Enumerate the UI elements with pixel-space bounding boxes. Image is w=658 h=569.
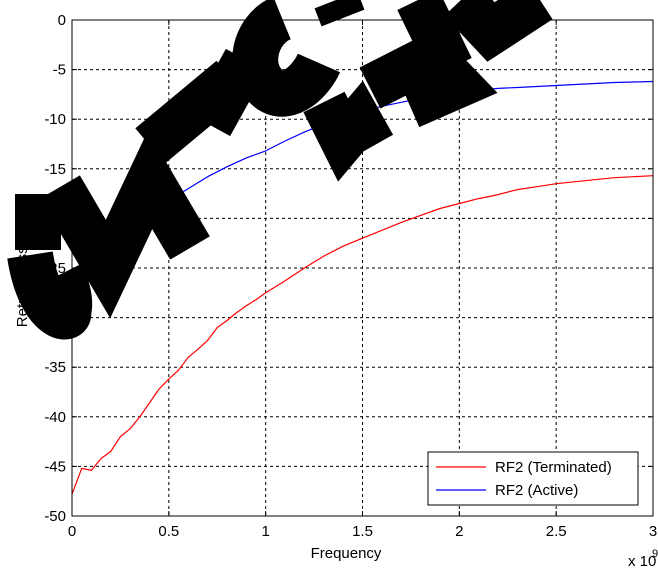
x-axis-label: Frequency [311,545,382,562]
x-tick-label: 2 [455,523,463,540]
watermark-stroke-10 [397,0,472,79]
tick-labels: 0 0.5 1 1.5 2 2.5 30-5-10-15-20-25-30-35-40-45… [44,12,657,540]
y-tick-label: -40 [44,409,66,426]
x-tick-label: 0.5 [158,523,179,540]
watermark-overlay [7,0,553,340]
watermark-stroke-6 [232,0,341,117]
x-tick-label: 1 [261,523,269,540]
legend: RF2 (Terminated) RF2 (Active) [427,451,639,506]
x-tick-label: 2.5 [546,523,567,540]
y-tick-label: -15 [44,161,66,178]
x-exponent-base: x 10 [628,553,656,569]
watermark-stroke-11 [444,0,553,62]
watermark-stroke-3 [40,130,210,319]
y-tick-label: -10 [44,111,66,128]
x-axis-exponent: 9 [652,548,658,560]
legend-label-terminated: RF2 (Terminated) [495,459,612,476]
y-tick-label: -50 [44,508,66,525]
watermark-stroke-8 [303,80,394,182]
y-tick-label: -5 [53,62,66,79]
legend-label-active: RF2 (Active) [495,482,578,499]
legend-box [427,451,639,506]
x-tick-label: 0 [68,523,76,540]
x-tick-label: 3 [649,523,657,540]
watermark-stroke-2 [7,250,93,340]
x-tick-label: 1.5 [352,523,373,540]
y-tick-label: -35 [44,359,66,376]
series-line-terminated [71,175,654,495]
watermark-stroke-7 [314,0,365,27]
x-axis-exponent-label: x 10 [628,553,656,569]
y-tick-label: 0 [58,12,66,29]
y-tick-label: -45 [44,458,66,475]
